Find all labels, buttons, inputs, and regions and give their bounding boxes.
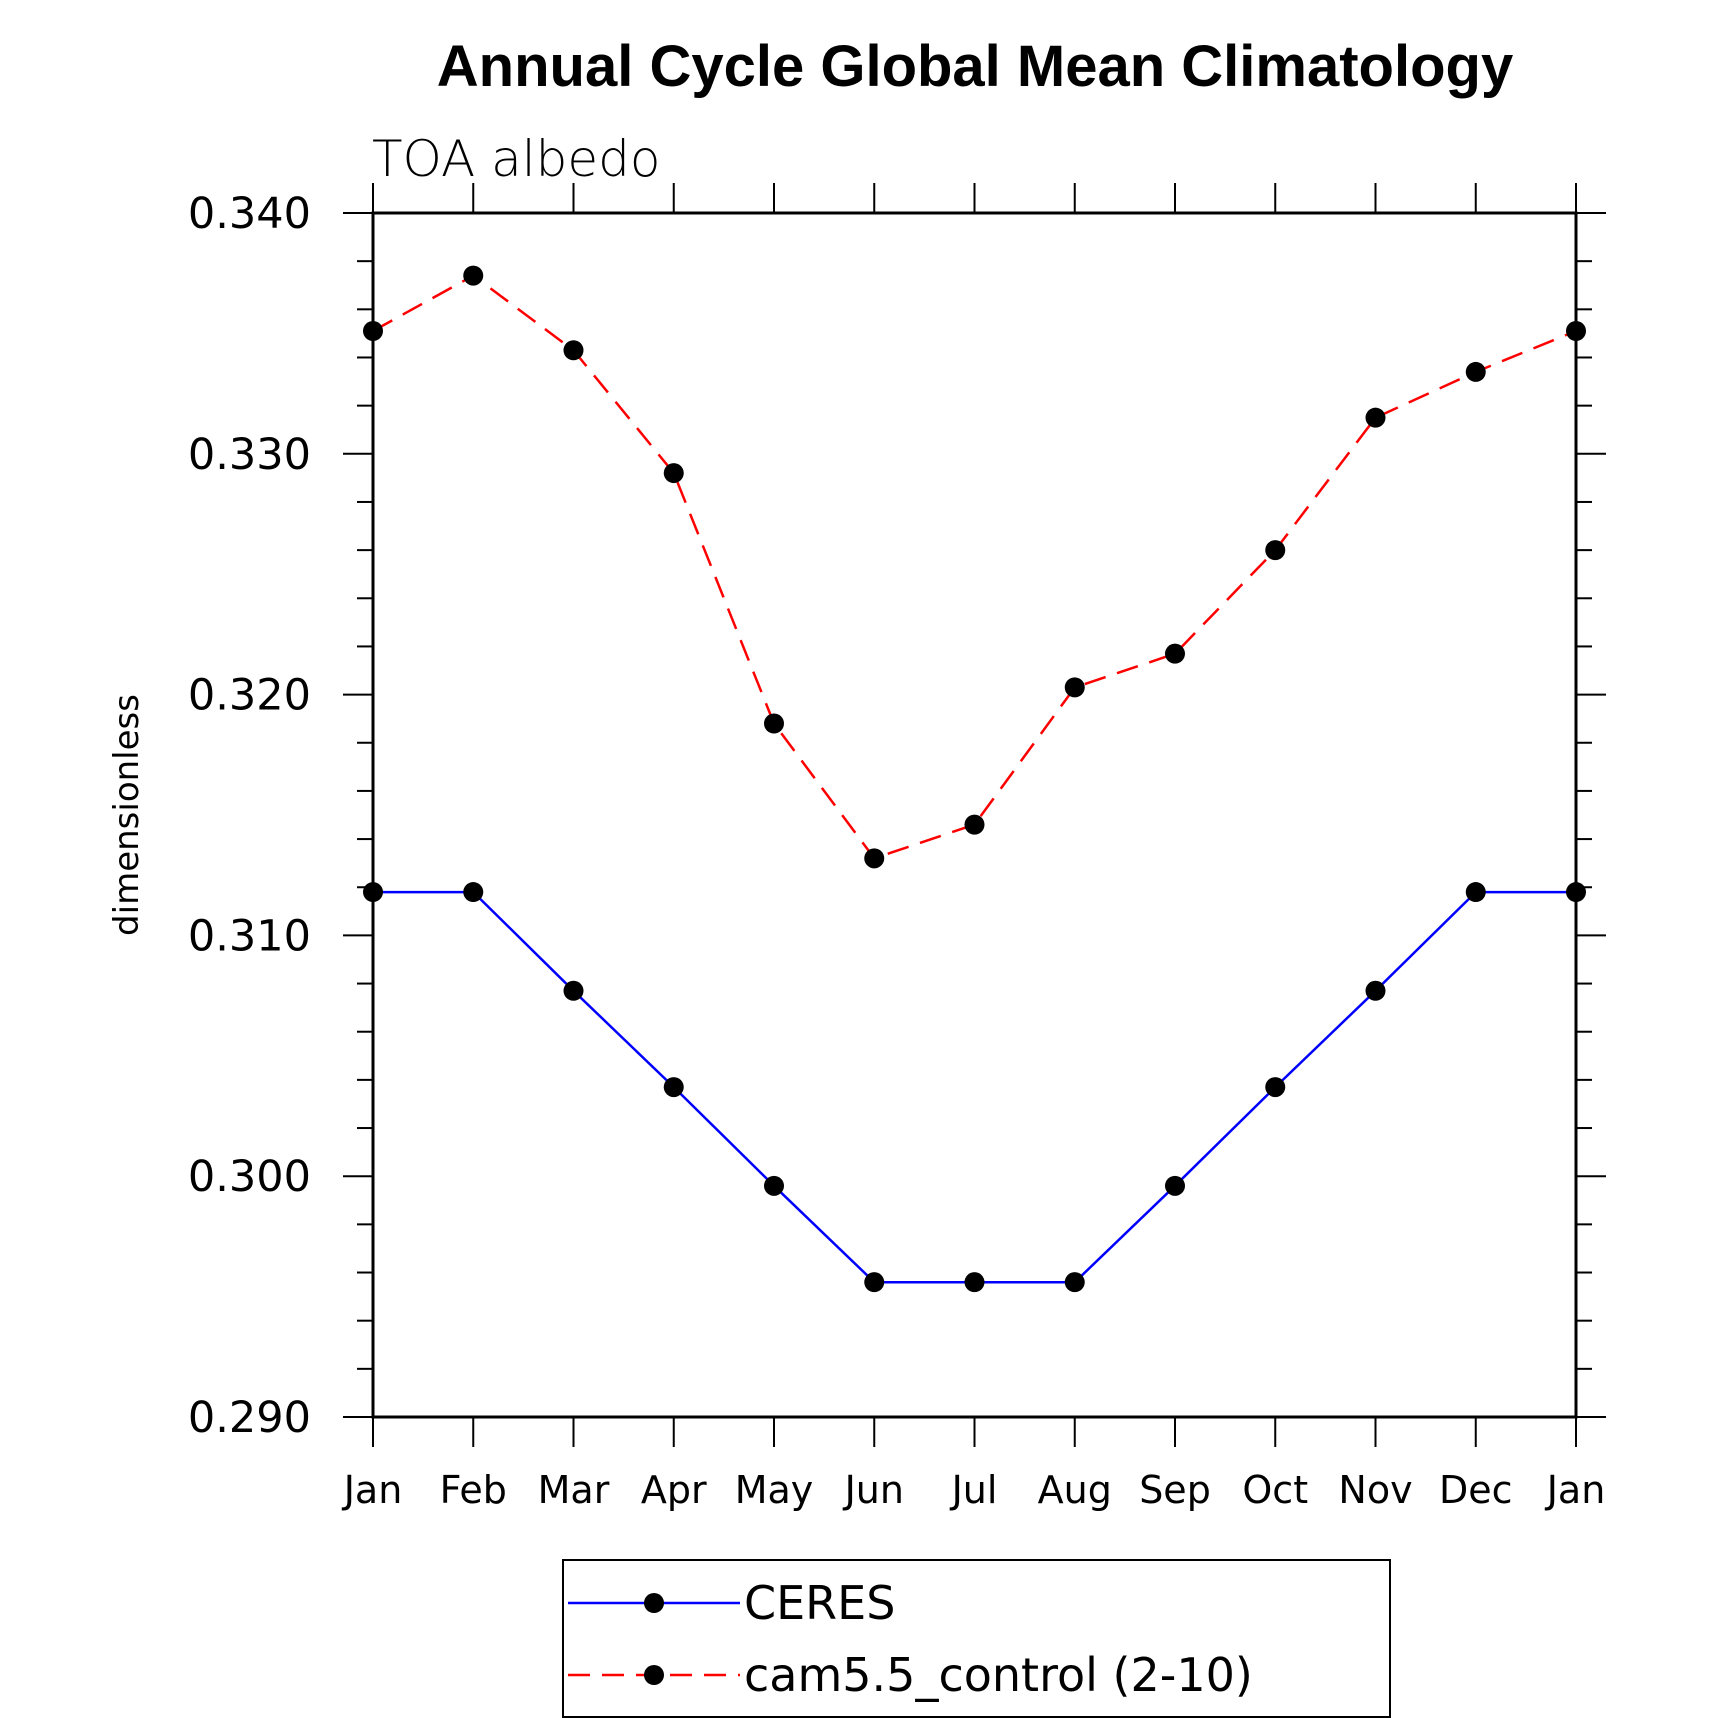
series-line-0 — [373, 890, 1576, 1284]
chart-title: Annual Cycle Global Mean Climatology — [437, 34, 1513, 99]
x-tick-label: Sep — [1139, 1468, 1211, 1512]
data-point-1 — [864, 848, 885, 869]
series-lines — [372, 274, 1577, 1284]
y-tick-label: 0.300 — [188, 1152, 311, 1202]
y-axis-label: dimensionless — [107, 694, 147, 936]
x-tick-label: Jan — [342, 1468, 403, 1512]
data-point-1 — [1165, 643, 1185, 664]
y-tick-label: 0.320 — [188, 671, 311, 721]
x-tick-label: Aug — [1038, 1468, 1112, 1512]
tick-labels: 0.290 0.300 0.310 0.320 0.330 0.340 Jan Feb Mar A… — [188, 189, 1605, 1512]
data-point-1 — [1465, 361, 1486, 382]
data-point-0 — [563, 980, 584, 1001]
data-point-0 — [964, 1272, 985, 1293]
series-line-1 — [372, 274, 1577, 860]
x-tick-label: Mar — [538, 1468, 610, 1512]
data-point-0 — [1064, 1272, 1085, 1293]
data-point-1 — [764, 713, 784, 734]
legend: CERES cam5.5_control (2-10) — [562, 1559, 1391, 1718]
data-point-1 — [463, 265, 484, 286]
data-point-1 — [964, 814, 985, 835]
chart-subtitle: TOA albedo — [372, 130, 660, 188]
series-markers — [363, 265, 1586, 1293]
x-tick-label: Feb — [440, 1468, 507, 1512]
data-point-1 — [663, 463, 684, 484]
data-point-0 — [663, 1077, 684, 1098]
y-tick-label: 0.310 — [188, 911, 311, 961]
y-tick-label: 0.340 — [188, 189, 311, 239]
data-point-0 — [1165, 1175, 1185, 1196]
x-tick-label: Jan — [1545, 1468, 1606, 1512]
legend-marker-1 — [644, 1665, 664, 1685]
data-point-1 — [1265, 540, 1286, 561]
data-point-0 — [1265, 1077, 1286, 1098]
x-tick-label: Nov — [1338, 1468, 1412, 1512]
legend-label-1: cam5.5_control (2-10) — [744, 1648, 1253, 1702]
data-point-0 — [864, 1272, 885, 1293]
data-point-1 — [563, 340, 584, 361]
x-tick-label: Apr — [641, 1468, 707, 1512]
legend-box — [562, 1559, 1391, 1718]
x-tick-label: May — [735, 1468, 814, 1512]
y-tick-label: 0.290 — [188, 1393, 311, 1443]
data-point-0 — [463, 882, 484, 903]
axis-ticks — [343, 183, 1606, 1447]
x-tick-label: Jul — [950, 1468, 998, 1512]
data-point-0 — [764, 1175, 784, 1196]
x-tick-label: Oct — [1242, 1468, 1308, 1512]
y-tick-label: 0.330 — [188, 430, 311, 480]
data-point-0 — [1365, 980, 1386, 1001]
data-point-1 — [1064, 677, 1085, 698]
x-tick-label: Jun — [843, 1468, 904, 1512]
legend-marker-0 — [644, 1593, 664, 1613]
x-tick-label: Dec — [1439, 1468, 1513, 1512]
legend-label-0: CERES — [744, 1576, 895, 1630]
data-point-0 — [1465, 882, 1486, 903]
data-point-1 — [1365, 407, 1386, 428]
